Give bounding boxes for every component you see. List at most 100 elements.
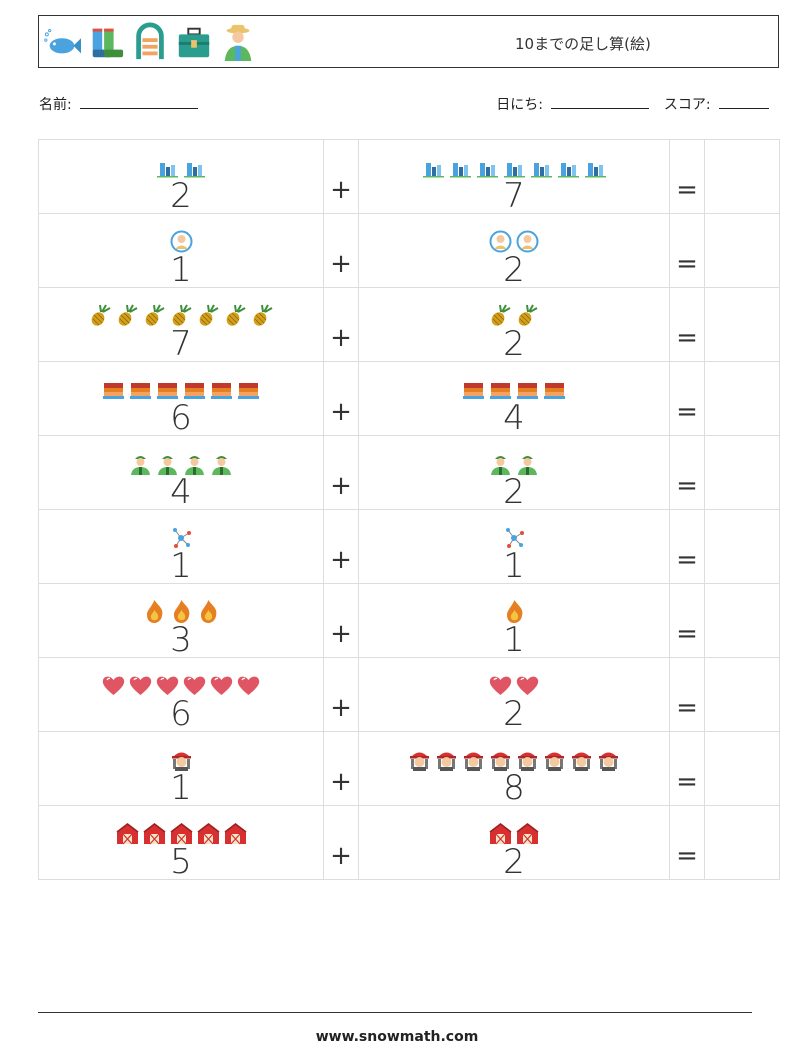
score-blank[interactable]	[719, 95, 769, 109]
equals-sign: =	[676, 323, 698, 353]
addend-a-pictures	[39, 734, 323, 772]
name-blank[interactable]	[80, 95, 199, 109]
answer-cell[interactable]	[704, 213, 780, 288]
city-icon	[475, 155, 500, 180]
addend-b-cell: 7	[358, 139, 670, 214]
addend-a-cell: 6	[38, 361, 324, 438]
equals-sign: =	[676, 841, 698, 871]
answer-cell[interactable]	[704, 361, 780, 436]
problem-row: 3 +1 =	[38, 583, 780, 658]
equals-cell: =	[669, 509, 705, 584]
addend-b-number: 2	[503, 841, 525, 882]
fire-icon	[502, 599, 527, 624]
fish-icon	[44, 28, 81, 54]
worksheet-title: 10までの足し算(絵)	[515, 35, 651, 53]
answer-cell[interactable]	[704, 287, 780, 362]
heart-icon	[236, 673, 261, 698]
equals-cell: =	[669, 731, 705, 806]
barn-icon	[169, 821, 194, 846]
cake-icon	[488, 377, 513, 402]
pineapple-icon	[515, 303, 540, 328]
addend-a-number: 4	[170, 471, 192, 512]
cake-icon	[182, 377, 207, 402]
equals-sign: =	[676, 397, 698, 427]
answer-cell[interactable]	[704, 583, 780, 658]
addend-b-number: 2	[503, 249, 525, 290]
addend-a-pictures	[39, 586, 323, 624]
plus-cell: +	[323, 287, 359, 362]
problem-row: 6 +2 =	[38, 657, 780, 732]
addend-b-pictures	[359, 586, 669, 624]
addend-a-pictures	[39, 290, 323, 328]
addend-a-pictures	[39, 512, 323, 550]
addend-b-cell: 2	[358, 287, 670, 362]
problem-row: 6 +4 =	[38, 361, 780, 438]
firefighter-icon	[461, 747, 486, 772]
pineapple-icon	[142, 303, 167, 328]
city-icon	[182, 155, 207, 180]
answer-cell[interactable]	[704, 805, 780, 880]
addend-a-number: 2	[170, 175, 192, 216]
equals-cell: =	[669, 805, 705, 880]
boots-icon	[92, 28, 124, 58]
date-score-fields: 日にち: スコア:	[496, 94, 769, 114]
heart-icon	[128, 673, 153, 698]
answer-cell[interactable]	[704, 509, 780, 584]
toolbox-icon	[178, 27, 210, 58]
answer-cell[interactable]	[704, 435, 780, 510]
plus-cell: +	[323, 583, 359, 658]
barn-icon	[115, 821, 140, 846]
fire-icon	[169, 599, 194, 624]
plus-sign: +	[330, 249, 352, 279]
cake-icon	[128, 377, 153, 402]
addend-a-number: 1	[170, 767, 192, 808]
face-badge-icon	[488, 229, 513, 254]
name-field: 名前:	[39, 94, 199, 114]
plus-sign: +	[330, 841, 352, 871]
pineapple-icon	[88, 303, 113, 328]
addend-b-pictures	[359, 512, 669, 550]
firefighter-icon	[596, 747, 621, 772]
equals-cell: =	[669, 361, 705, 436]
city-icon	[556, 155, 581, 180]
barn-icon	[142, 821, 167, 846]
heart-icon	[488, 673, 513, 698]
addend-b-cell: 2	[358, 435, 670, 512]
addend-b-number: 1	[503, 545, 525, 586]
addend-a-pictures	[39, 142, 323, 180]
plus-cell: +	[323, 805, 359, 880]
addend-a-cell: 1	[38, 509, 324, 586]
answer-cell[interactable]	[704, 139, 780, 214]
molecule-icon	[169, 525, 194, 550]
cake-icon	[461, 377, 486, 402]
barn-icon	[196, 821, 221, 846]
plus-cell: +	[323, 435, 359, 510]
cake-icon	[209, 377, 234, 402]
cake-icon	[101, 377, 126, 402]
date-blank[interactable]	[551, 95, 650, 109]
addend-a-number: 1	[170, 545, 192, 586]
answer-cell[interactable]	[704, 657, 780, 732]
addend-b-number: 4	[503, 397, 525, 438]
equals-cell: =	[669, 435, 705, 510]
name-label: 名前:	[39, 97, 72, 113]
firefighter-icon	[434, 747, 459, 772]
equals-sign: =	[676, 545, 698, 575]
addend-a-number: 6	[170, 397, 192, 438]
worksheet-header: 10までの足し算(絵)	[38, 15, 779, 68]
problem-row: 1 +2 =	[38, 213, 780, 290]
addend-b-number: 2	[503, 471, 525, 512]
firefighter-icon	[542, 747, 567, 772]
plus-sign: +	[330, 693, 352, 723]
plus-sign: +	[330, 397, 352, 427]
equals-sign: =	[676, 619, 698, 649]
addend-b-pictures	[359, 808, 669, 846]
addend-a-cell: 4	[38, 435, 324, 512]
firefighter-icon	[407, 747, 432, 772]
plus-cell: +	[323, 139, 359, 214]
answer-cell[interactable]	[704, 731, 780, 806]
fire-icon	[142, 599, 167, 624]
heart-icon	[101, 673, 126, 698]
footer-rule	[38, 1012, 752, 1013]
soldier-icon	[128, 451, 153, 476]
